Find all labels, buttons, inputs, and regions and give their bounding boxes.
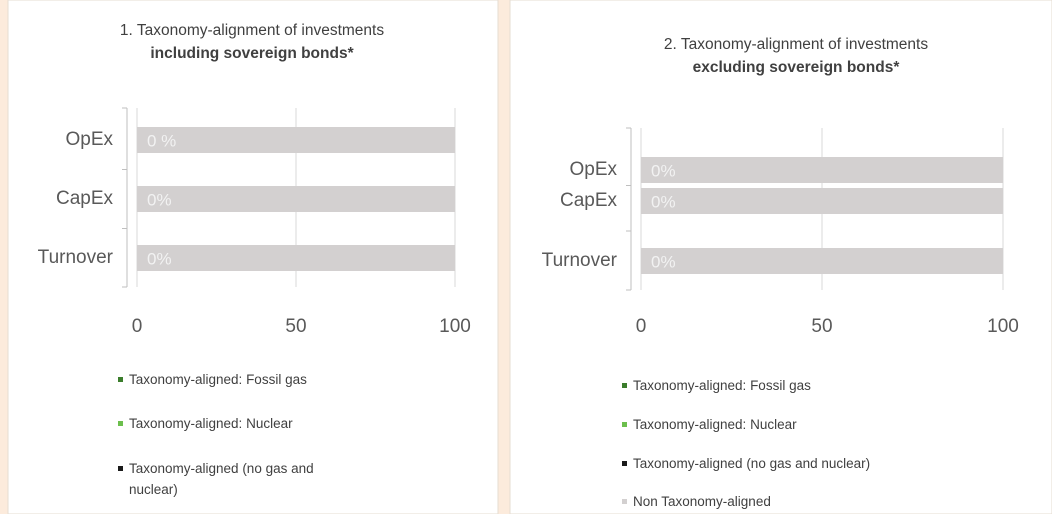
data-label: 0 % [147, 131, 176, 150]
legend-label: Taxonomy-aligned: Nuclear [129, 416, 293, 431]
bar-segment [137, 186, 455, 212]
x-tick-label: 100 [439, 316, 471, 337]
chart-subtitle: including sovereign bonds* [150, 45, 354, 62]
category-label: OpEx [569, 159, 617, 180]
legend-label: Taxonomy-aligned: Nuclear [633, 417, 797, 432]
legend-label: Taxonomy-aligned (no gas and nuclear) [633, 456, 871, 471]
chart-title: 1. Taxonomy-alignment of investments [120, 22, 384, 39]
data-label: 0% [651, 192, 676, 211]
data-label: 0% [651, 252, 676, 271]
legend-label: Taxonomy-aligned: Fossil gas [129, 372, 307, 387]
category-label: Turnover [38, 247, 114, 268]
legend-label: Taxonomy-aligned: Fossil gas [633, 378, 811, 393]
chart-title: 2. Taxonomy-alignment of investments [664, 36, 928, 53]
legend-swatch [118, 421, 123, 426]
bar-segment [137, 245, 455, 271]
x-tick-label: 100 [987, 316, 1019, 337]
legend-item: Taxonomy-aligned: Nuclear [118, 413, 358, 434]
category-label: CapEx [56, 188, 114, 209]
x-tick-label: 50 [285, 316, 306, 337]
bar-segment [137, 127, 455, 153]
legend-item: Taxonomy-aligned (no gas and nuclear) [118, 458, 358, 500]
legend-item: Non Taxonomy-aligned [622, 491, 1002, 512]
chart-subtitle: excluding sovereign bonds* [693, 59, 901, 76]
legend-item: Taxonomy-aligned (no gas and nuclear) [622, 453, 1002, 474]
legend-swatch [622, 383, 627, 388]
legend-item: Taxonomy-aligned: Fossil gas [118, 369, 358, 390]
x-tick-label: 0 [132, 316, 143, 337]
legend-item: Taxonomy-aligned: Fossil gas [622, 375, 1002, 396]
bar-segment [641, 248, 1003, 274]
data-label: 0% [651, 161, 676, 180]
legend-label: Taxonomy-aligned (no gas and nuclear) [129, 461, 314, 497]
legend-swatch [622, 499, 627, 504]
legend-item: Taxonomy-aligned: Nuclear [622, 414, 1002, 435]
data-label: 0% [147, 249, 172, 268]
legend-label: Non Taxonomy-aligned [633, 494, 771, 509]
data-label: 0% [147, 190, 172, 209]
category-label: CapEx [560, 190, 618, 211]
bar-segment [641, 188, 1003, 214]
category-label: OpEx [65, 129, 113, 150]
x-tick-label: 50 [811, 316, 832, 337]
category-label: Turnover [542, 250, 618, 271]
legend-swatch [622, 461, 627, 466]
bar-segment [641, 157, 1003, 183]
legend-swatch [622, 422, 627, 427]
x-tick-label: 0 [636, 316, 647, 337]
legend-swatch [118, 466, 123, 471]
legend-swatch [118, 377, 123, 382]
